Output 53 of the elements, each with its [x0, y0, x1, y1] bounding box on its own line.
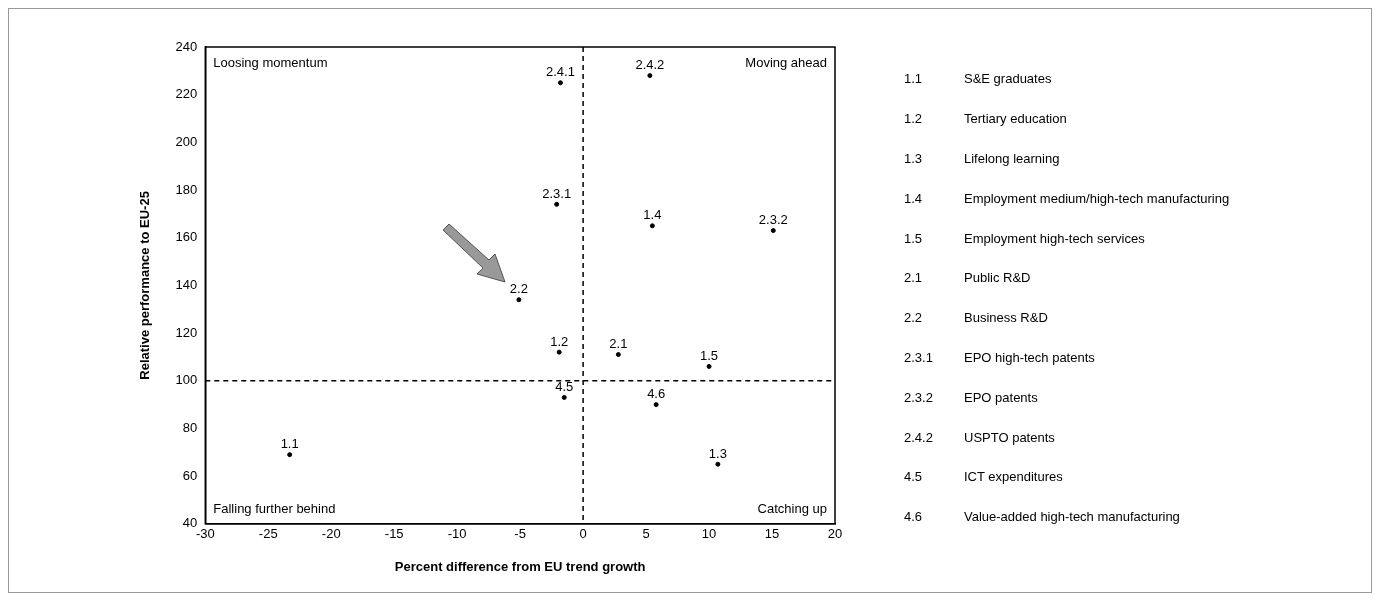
y-tick-label: 200: [175, 133, 198, 149]
x-tick-label: 20: [827, 526, 843, 542]
annotation: Catching up: [757, 500, 827, 516]
y-tick-label: 240: [175, 38, 198, 54]
text: 2.4.2 USPTO patents: [904, 429, 1055, 445]
text: 1.5 Employment high-tech services: [904, 230, 1145, 246]
text: 2.3.1: [542, 185, 572, 201]
text: 2.2 Business R&D: [904, 310, 1048, 326]
x-tick-label: -25: [258, 526, 278, 542]
text: 2.1 Public R&D: [904, 270, 1031, 286]
x-axis-title: Percent difference from EU trend growth: [394, 558, 646, 574]
x-tick-label: 5: [642, 526, 650, 542]
x-tick-label: -30: [195, 526, 215, 542]
x-tick-label: -20: [321, 526, 341, 542]
x-tick-label: 0: [579, 526, 587, 542]
y-tick-label: 140: [175, 276, 198, 292]
text: 2.3.2: [758, 212, 788, 228]
text: 1.4 Employment medium/high-tech manufacturing: [904, 190, 1230, 206]
text: 1.2 Tertiary education: [904, 111, 1067, 127]
text: 1.1 S&E graduates: [904, 71, 1052, 87]
annotation: Moving ahead: [745, 55, 827, 71]
y-tick-label: 160: [175, 229, 198, 245]
y-tick-label: 60: [182, 467, 198, 483]
y-axis-title: Relative performance to EU-25: [137, 191, 153, 380]
text: 2.3.1 EPO high-tech patents: [904, 349, 1095, 365]
text: 1.3: [708, 445, 727, 461]
x-tick-label: 15: [764, 526, 780, 542]
text: 4.5: [555, 379, 574, 395]
annotation: Falling further behind: [213, 500, 336, 516]
text: 1.5: [700, 348, 719, 364]
text: 1.3 Lifelong learning: [904, 150, 1060, 166]
text: 2.4.2: [635, 57, 665, 73]
x-tick-label: -10: [447, 526, 467, 542]
y-tick-label: 120: [175, 324, 198, 340]
text: 2.2: [509, 281, 528, 297]
annotation: Loosing momentum: [213, 55, 328, 71]
y-tick-label: 180: [175, 181, 198, 197]
y-tick-label: 100: [175, 372, 198, 388]
text: 2.4.1: [545, 64, 575, 80]
x-tick-label: -15: [384, 526, 404, 542]
text: 2.3.2 EPO patents: [904, 389, 1038, 405]
y-tick-label: 220: [175, 86, 198, 102]
text: 1.4: [643, 207, 662, 223]
y-tick-label: 40: [182, 515, 198, 531]
text: 4.5 ICT expenditures: [904, 469, 1063, 485]
text: 1.1: [280, 436, 299, 452]
x-tick-label: 10: [701, 526, 717, 542]
text: 1.2: [550, 333, 569, 349]
text: 4.6: [647, 386, 666, 402]
y-tick-label: 80: [182, 420, 198, 436]
text: 2.1: [609, 336, 628, 352]
text: 4.6 Value-added high-tech manufacturing: [904, 509, 1180, 525]
x-tick-label: -5: [514, 526, 526, 542]
